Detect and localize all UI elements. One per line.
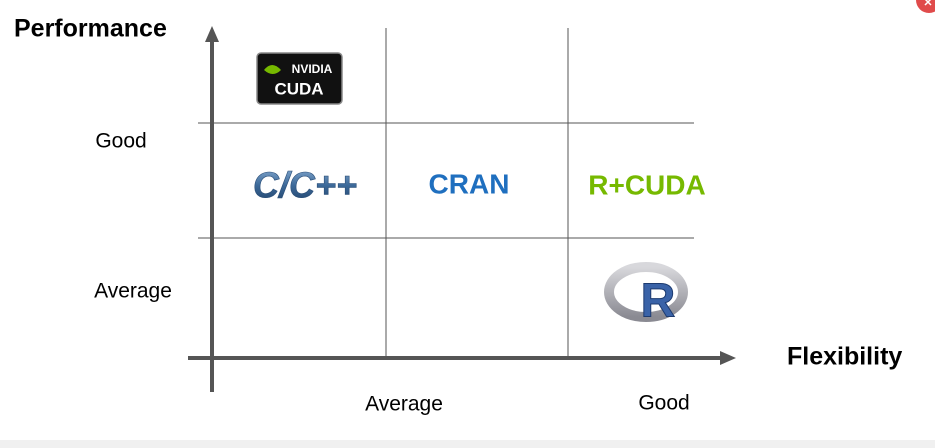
x-label: Average [365, 393, 443, 416]
cell-label: CRAN [429, 168, 510, 199]
cell-label: R+CUDA [588, 169, 705, 200]
x-label: Good [638, 392, 689, 415]
x-axis-title: Flexibility [787, 343, 902, 371]
close-icon [924, 0, 932, 6]
cuda-logo: NVIDIA CUDA [256, 52, 343, 105]
close-button[interactable] [916, 0, 935, 13]
y-label: Good [95, 130, 146, 153]
bottom-strip [0, 440, 935, 448]
logo-text: NVIDIA [292, 62, 333, 76]
y-axis-title: Performance [14, 15, 167, 43]
logo-text: CUDA [274, 79, 323, 98]
cell-label: C/C++ [253, 165, 357, 206]
axes [188, 26, 736, 392]
y-label: Average [94, 280, 172, 303]
r-logo: R [604, 262, 688, 328]
grid [198, 28, 694, 358]
logo-text: R [641, 275, 676, 328]
